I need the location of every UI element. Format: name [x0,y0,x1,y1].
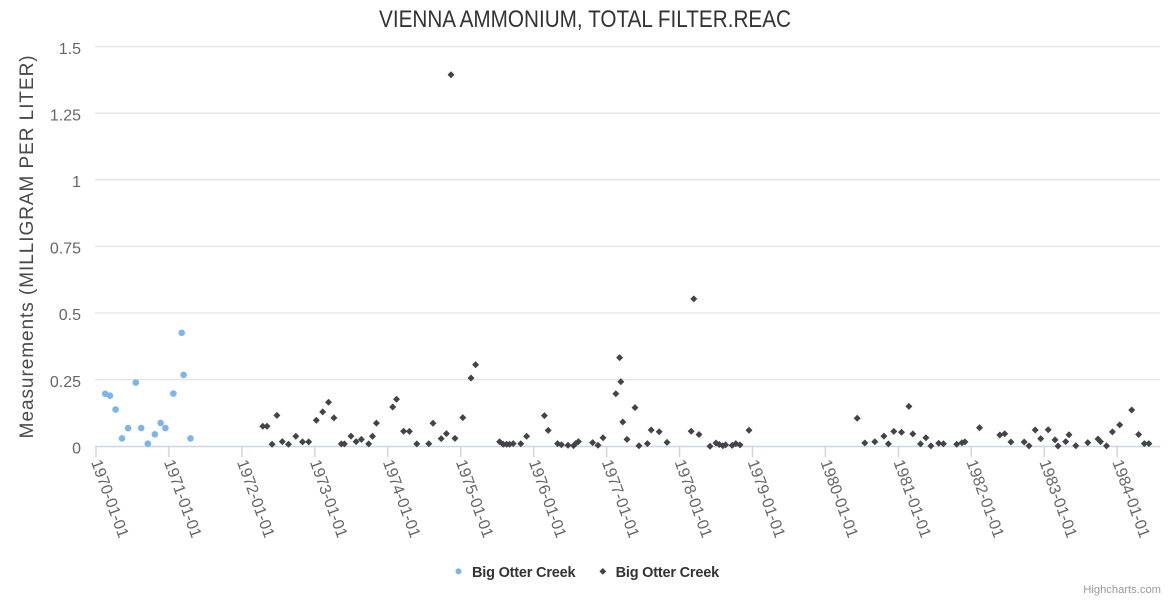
svg-text:0.5: 0.5 [59,307,81,324]
svg-text:VIENNA AMMONIUM, TOTAL FILTER.: VIENNA AMMONIUM, TOTAL FILTER.REAC [379,6,791,33]
svg-text:Big Otter Creek: Big Otter Creek [616,565,720,581]
svg-text:1.5: 1.5 [59,41,81,58]
svg-text:1: 1 [72,174,81,191]
svg-text:Big Otter Creek: Big Otter Creek [472,565,576,581]
svg-text:Highcharts.com: Highcharts.com [1083,584,1161,596]
svg-text:0.75: 0.75 [50,241,81,258]
svg-text:1.25: 1.25 [50,107,81,124]
svg-text:Measurements (MILLIGRAM PER LI: Measurements (MILLIGRAM PER LITER) [17,54,38,438]
svg-text:0.25: 0.25 [50,374,81,391]
svg-text:0: 0 [72,440,81,457]
